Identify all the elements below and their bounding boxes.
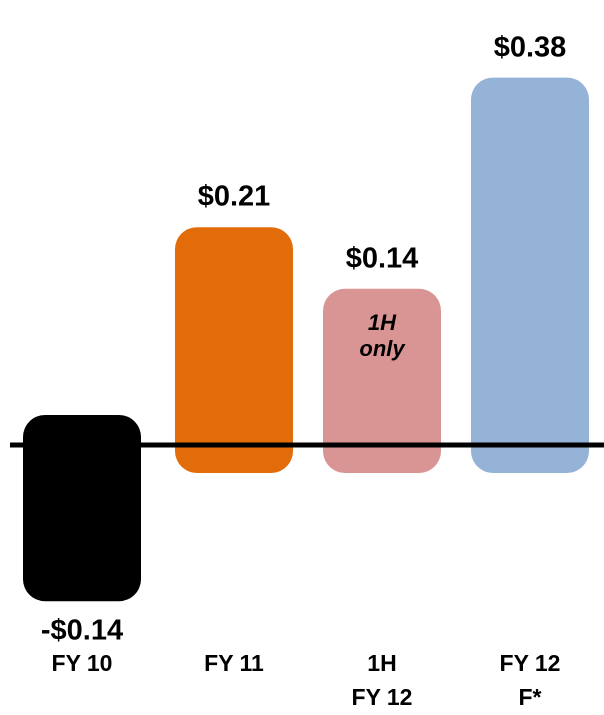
value-label: $0.14 [345,242,419,275]
annotation: 1H only [359,309,405,361]
x-tick-label: FY 12 F* [499,650,561,710]
bar [23,415,141,602]
bar [175,227,293,473]
bar [323,288,441,473]
value-label: $0.21 [197,180,271,213]
x-tick-label: FY 10 [51,650,113,676]
bar [471,77,589,473]
x-tick-label: FY 11 [204,650,264,676]
value-label: -$0.14 [40,614,124,647]
x-tick-label: 1H FY 12 [351,650,413,710]
value-label: $0.38 [493,31,567,64]
